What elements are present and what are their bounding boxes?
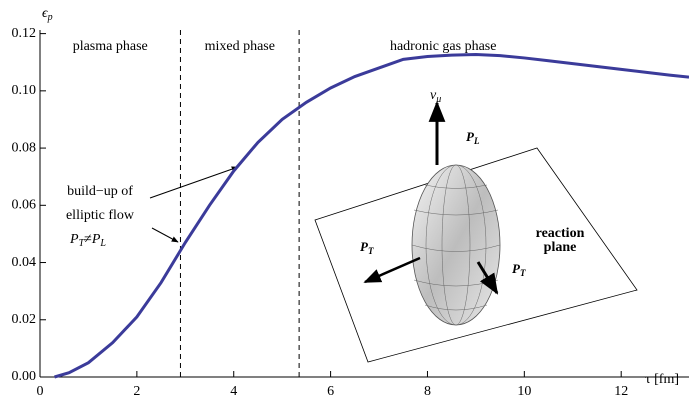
y-tick-label: 0.00 <box>12 369 37 384</box>
y-tick-label: 0.04 <box>12 255 37 270</box>
inset-illustration: vμ PL PT PT reaction plane <box>314 88 638 363</box>
data-line <box>54 53 689 379</box>
phase-label: hadronic gas phase <box>390 39 497 54</box>
y-tick-label: 0.12 <box>12 26 37 41</box>
x-tick-label: 12 <box>614 384 628 399</box>
x-tick-label: 6 <box>327 384 334 399</box>
x-tick-label: 0 <box>37 384 44 399</box>
y-tick-label: 0.08 <box>12 140 37 155</box>
x-tick-label: 8 <box>424 384 431 399</box>
annotation: PT≠PL <box>69 232 106 249</box>
annotation: elliptic flow <box>66 208 135 223</box>
annotation-arrow <box>149 166 239 199</box>
inset-label: PT <box>512 261 526 278</box>
y-tick-label: 0.06 <box>12 198 37 213</box>
annotation: build−up of <box>67 184 133 199</box>
annotation-arrow <box>151 227 179 243</box>
y-tick-label: 0.02 <box>12 312 37 327</box>
x-tick-label: 10 <box>517 384 531 399</box>
inset-label: PT <box>360 239 374 256</box>
inset-label: plane <box>544 240 577 255</box>
inset-label: PL <box>466 129 480 146</box>
inset-label: vμ <box>430 88 441 105</box>
x-axis-label: τ [fm] <box>645 372 679 387</box>
x-tick-label: 4 <box>230 384 237 399</box>
x-tick-label: 2 <box>133 384 140 399</box>
y-axis-label: ϵp <box>42 6 53 23</box>
inset-label: reaction <box>536 226 585 241</box>
y-tick-label: 0.10 <box>12 83 37 98</box>
phase-label: plasma phase <box>73 39 148 54</box>
phase-label: mixed phase <box>205 39 275 54</box>
